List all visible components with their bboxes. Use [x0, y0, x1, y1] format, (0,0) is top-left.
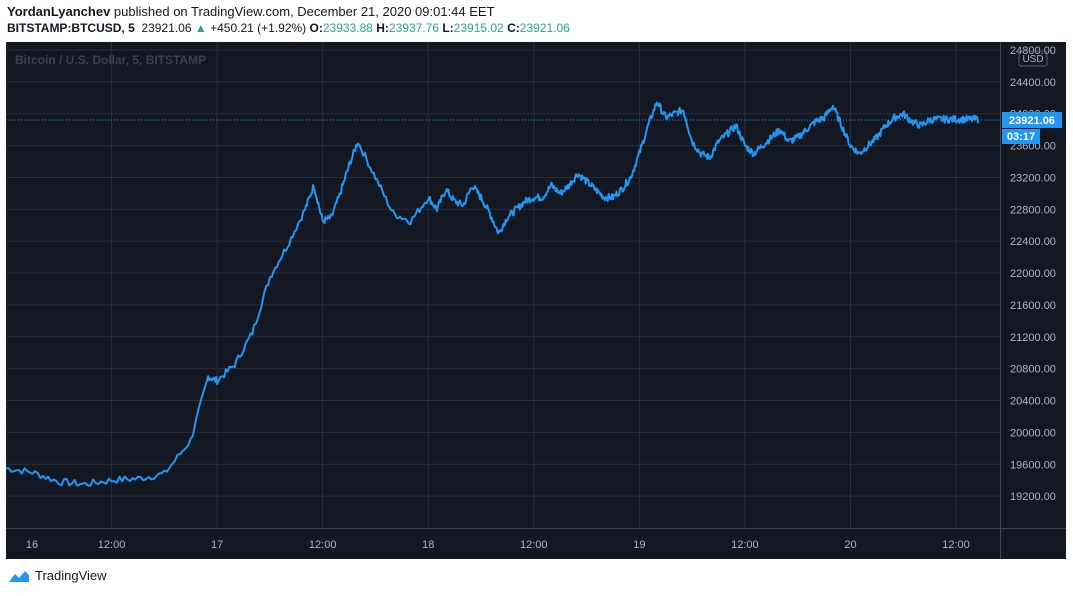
- chart-container[interactable]: Bitcoin / U.S. Dollar, 5, BITSTAMP 19200…: [5, 42, 1066, 559]
- x-tick-label: 19: [633, 539, 645, 551]
- currency-label: USD: [1022, 54, 1043, 65]
- open-label: O:: [309, 21, 323, 35]
- close-value: 23921.06: [519, 21, 570, 35]
- x-tick-label: 20: [844, 539, 856, 551]
- cloud-logo-icon: [9, 570, 29, 582]
- x-tick-label: 17: [211, 539, 223, 551]
- countdown-label: 03:17: [1007, 131, 1035, 143]
- price-chart[interactable]: Bitcoin / U.S. Dollar, 5, BITSTAMP 19200…: [5, 42, 1066, 559]
- y-axis[interactable]: 19200.00 19600.00 20000.00 20400.00 20800.00…: [1010, 45, 1056, 503]
- symbol-name: BITSTAMP:BTCUSD, 5: [7, 21, 135, 35]
- tradingview-logo[interactable]: TradingView: [7, 568, 107, 583]
- x-axis[interactable]: 16 12:00 17 12:00 18 12:00 19 12:00 20 12:00: [26, 539, 970, 551]
- y-tick-label: 23200.00: [1010, 172, 1056, 184]
- price-line: [5, 101, 979, 487]
- publisher-line: YordanLyanchev published on TradingView.…: [7, 4, 495, 19]
- x-tick-label: 12:00: [942, 539, 970, 551]
- published-text: published on TradingView.com, December 2…: [110, 4, 495, 19]
- x-tick-label: 12:00: [98, 539, 126, 551]
- up-arrow-icon: ▲: [194, 21, 207, 35]
- y-tick-label: 20800.00: [1010, 364, 1056, 376]
- y-tick-label: 22800.00: [1010, 204, 1056, 216]
- currency-badge[interactable]: USD: [1018, 50, 1048, 67]
- chart-watermark: Bitcoin / U.S. Dollar, 5, BITSTAMP: [15, 53, 206, 67]
- low-value: 23915.02: [453, 21, 504, 35]
- y-tick-label: 19200.00: [1010, 491, 1056, 503]
- y-tick-label: 22000.00: [1010, 268, 1056, 280]
- chart-background: [6, 42, 1066, 559]
- grid-lines: [5, 42, 1000, 528]
- high-value: 23937.76: [388, 21, 439, 35]
- footer-brand: TradingView: [35, 568, 107, 583]
- symbol-line: BITSTAMP:BTCUSD, 5 23921.06 ▲ +450.21 (+…: [7, 21, 570, 35]
- x-tick-label: 16: [26, 539, 38, 551]
- x-tick-label: 18: [422, 539, 434, 551]
- axis-separator-right: [1000, 42, 1001, 559]
- open-value: 23933.88: [322, 21, 373, 35]
- y-tick-label: 20400.00: [1010, 396, 1056, 408]
- y-tick-label: 21600.00: [1010, 300, 1056, 312]
- y-tick-label: 24400.00: [1010, 77, 1056, 89]
- last-price-tag-label: 23921.06: [1009, 115, 1055, 127]
- last-price-tag: 23921.06 03:17: [1002, 111, 1062, 144]
- author-name[interactable]: YordanLyanchev: [7, 4, 111, 19]
- y-tick-label: 22400.00: [1010, 236, 1056, 248]
- close-label: C:: [507, 21, 520, 35]
- low-label: L:: [442, 21, 454, 35]
- x-tick-label: 12:00: [520, 539, 548, 551]
- y-tick-label: 20000.00: [1010, 427, 1056, 439]
- y-tick-label: 21200.00: [1010, 332, 1056, 344]
- axis-separator-bottom: [6, 528, 1066, 529]
- last-price-value: 23921.06: [141, 21, 192, 35]
- y-tick-label: 19600.00: [1010, 459, 1056, 471]
- x-tick-label: 12:00: [309, 539, 337, 551]
- x-tick-label: 12:00: [731, 539, 759, 551]
- high-label: H:: [376, 21, 389, 35]
- change-value: +450.21 (+1.92%): [210, 21, 307, 35]
